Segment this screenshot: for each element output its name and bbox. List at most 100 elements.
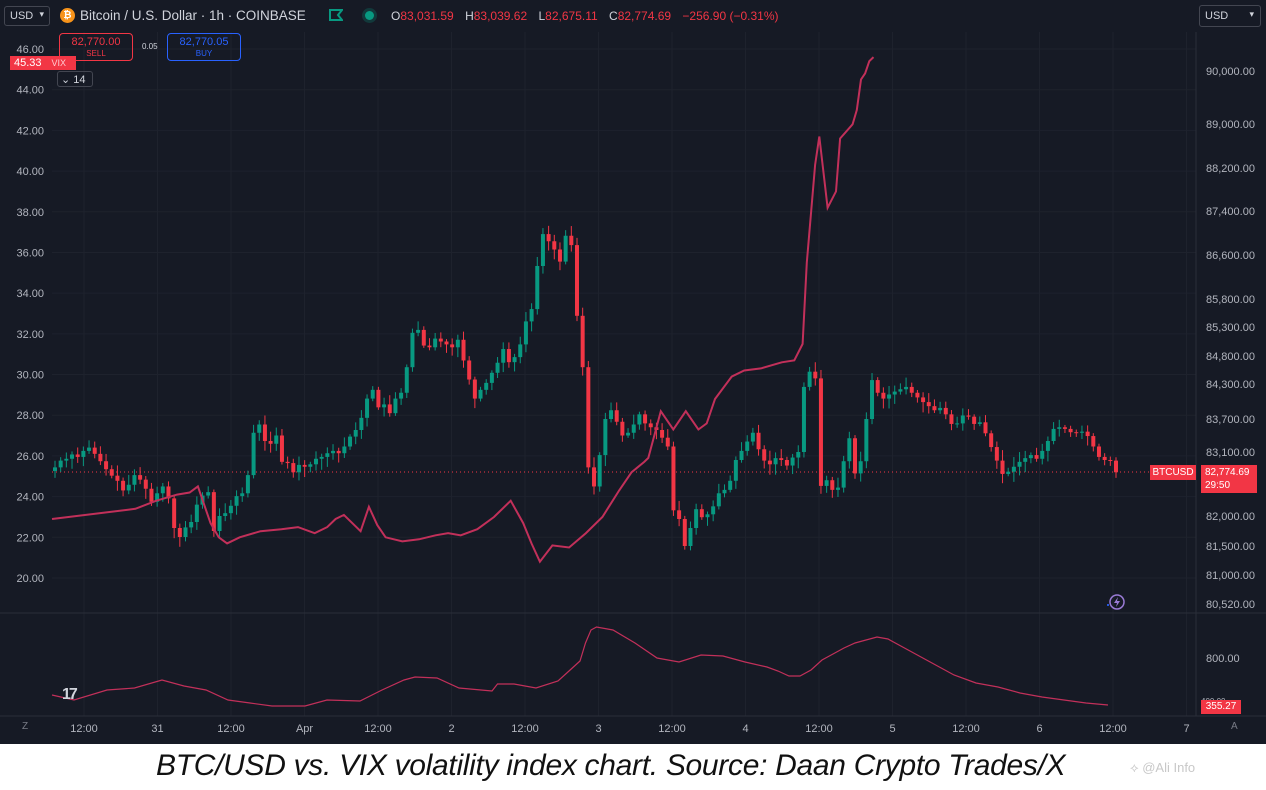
price-chart[interactable]: 20.00 22.00 24.00 26.00 28.00 30.00 32.00 34.00… — [0, 0, 1266, 744]
candle-body — [234, 496, 239, 506]
left-tick-label: 40.00 — [16, 166, 44, 178]
time-tick-label: 12:00 — [364, 723, 392, 735]
candle-body — [279, 435, 284, 462]
candle-body — [887, 394, 892, 399]
buy-button[interactable]: 82,770.05 BUY — [167, 33, 241, 61]
candle-body — [308, 464, 313, 467]
flash-icon[interactable] — [1104, 593, 1126, 611]
candle-body — [138, 475, 143, 480]
left-tick-label: 42.00 — [16, 125, 44, 137]
left-tick-label: 20.00 — [16, 573, 44, 585]
candle-body — [1074, 432, 1079, 434]
candle-body — [472, 379, 477, 399]
candle-body — [1040, 450, 1045, 459]
auto-scale-button[interactable]: A — [1231, 721, 1238, 732]
candle-series — [53, 225, 1118, 551]
candle-body — [365, 398, 370, 418]
candle-body — [529, 309, 534, 322]
left-tick-label: 36.00 — [16, 247, 44, 259]
time-tick-label: 12:00 — [805, 723, 833, 735]
time-tick-label: 12:00 — [1099, 723, 1127, 735]
candle-body — [313, 458, 318, 465]
candle-body — [671, 446, 676, 511]
time-tick-label: 4 — [742, 723, 748, 735]
tradingview-logo-icon[interactable]: 17 — [62, 686, 78, 703]
candle-body — [92, 447, 97, 454]
candle-body — [620, 421, 625, 436]
candle-body — [745, 441, 750, 451]
right-tick-label: 85,800.00 — [1206, 294, 1255, 306]
candle-body — [404, 367, 409, 393]
candle-body — [586, 367, 591, 468]
grid-lines — [52, 32, 1196, 716]
candle-body — [1000, 460, 1005, 474]
right-tick-label: 89,000.00 — [1206, 119, 1255, 131]
candle-body — [807, 371, 812, 387]
left-tick-label: 32.00 — [16, 329, 44, 341]
caption-text: BTC/USD vs. VIX volatility index chart. … — [156, 749, 1066, 782]
zoom-button[interactable]: Z — [22, 721, 29, 732]
ohlc-open-key: O — [391, 9, 401, 23]
candle-body — [898, 389, 903, 392]
candle-body — [1062, 427, 1067, 429]
candle-body — [319, 456, 324, 459]
currency-select[interactable]: USD ▾ — [1199, 5, 1261, 27]
candle-body — [574, 245, 579, 316]
candle-body — [160, 486, 165, 494]
candle-body — [512, 357, 517, 363]
chevron-down-icon: ▾ — [39, 9, 44, 19]
flag-icon[interactable] — [329, 9, 343, 21]
time-tick-label: 12:00 — [511, 723, 539, 735]
bar-countdown: 29:50 — [1205, 480, 1231, 491]
sell-button[interactable]: 82,770.00 SELL — [59, 33, 133, 61]
candle-body — [70, 454, 75, 459]
candle-body — [682, 519, 687, 546]
candle-body — [1114, 460, 1118, 473]
left-tick-label: 24.00 — [16, 492, 44, 504]
ohlc-high: 83,039.62 — [473, 9, 528, 23]
candle-body — [251, 432, 256, 476]
time-axis: 12:00 31 12:00 Apr 12:00 2 12:00 3 12:00 4 12:00 5 1… — [70, 723, 1189, 735]
candle-body — [143, 479, 148, 489]
right-tick-label: 84,800.00 — [1206, 351, 1255, 363]
sell-label: SELL — [86, 49, 106, 58]
candle-body — [960, 415, 965, 424]
candle-body — [637, 414, 642, 425]
candle-body — [172, 498, 177, 528]
left-currency-select[interactable]: USD ▾ — [4, 6, 50, 26]
candle-body — [767, 460, 772, 465]
spread-value: 0.05 — [142, 42, 158, 51]
candle-body — [1023, 458, 1028, 462]
candle-body — [427, 345, 432, 348]
candle-body — [132, 475, 137, 485]
candle-body — [410, 332, 415, 368]
candle-body — [648, 423, 653, 428]
candle-body — [1051, 428, 1056, 441]
chart-frame: 20.00 22.00 24.00 26.00 28.00 30.00 32.00 34.00… — [0, 0, 1266, 744]
indicator-length-toggle[interactable]: ⌄ 14 — [57, 71, 93, 87]
candle-body — [1085, 431, 1090, 437]
candle-body — [149, 488, 154, 502]
candle-body — [223, 513, 228, 516]
candle-body — [909, 386, 914, 393]
left-tick-label: 46.00 — [16, 44, 44, 56]
candle-body — [495, 362, 500, 373]
ohlc-open: 83,031.59 — [400, 9, 454, 23]
symbol-title[interactable]: Bitcoin / U.S. Dollar · 1h · COINBASE — [80, 8, 306, 23]
candle-body — [206, 492, 211, 496]
candle-body — [790, 457, 795, 466]
right-tick-label: 83,100.00 — [1206, 447, 1255, 459]
candle-body — [353, 430, 358, 437]
candle-body — [1068, 428, 1073, 433]
oscillator-value-tag: 355.27 — [1201, 700, 1241, 714]
candle-body — [540, 234, 545, 266]
candle-body — [325, 453, 330, 457]
right-tick-label: 80,520.00 — [1206, 599, 1255, 611]
time-tick-label: Apr — [296, 723, 313, 735]
candle-body — [552, 241, 557, 250]
candle-body — [643, 414, 648, 424]
time-tick-label: 3 — [595, 723, 601, 735]
candle-body — [109, 469, 114, 476]
candle-body — [1006, 471, 1011, 474]
ohlc-close-key: C — [609, 9, 618, 23]
